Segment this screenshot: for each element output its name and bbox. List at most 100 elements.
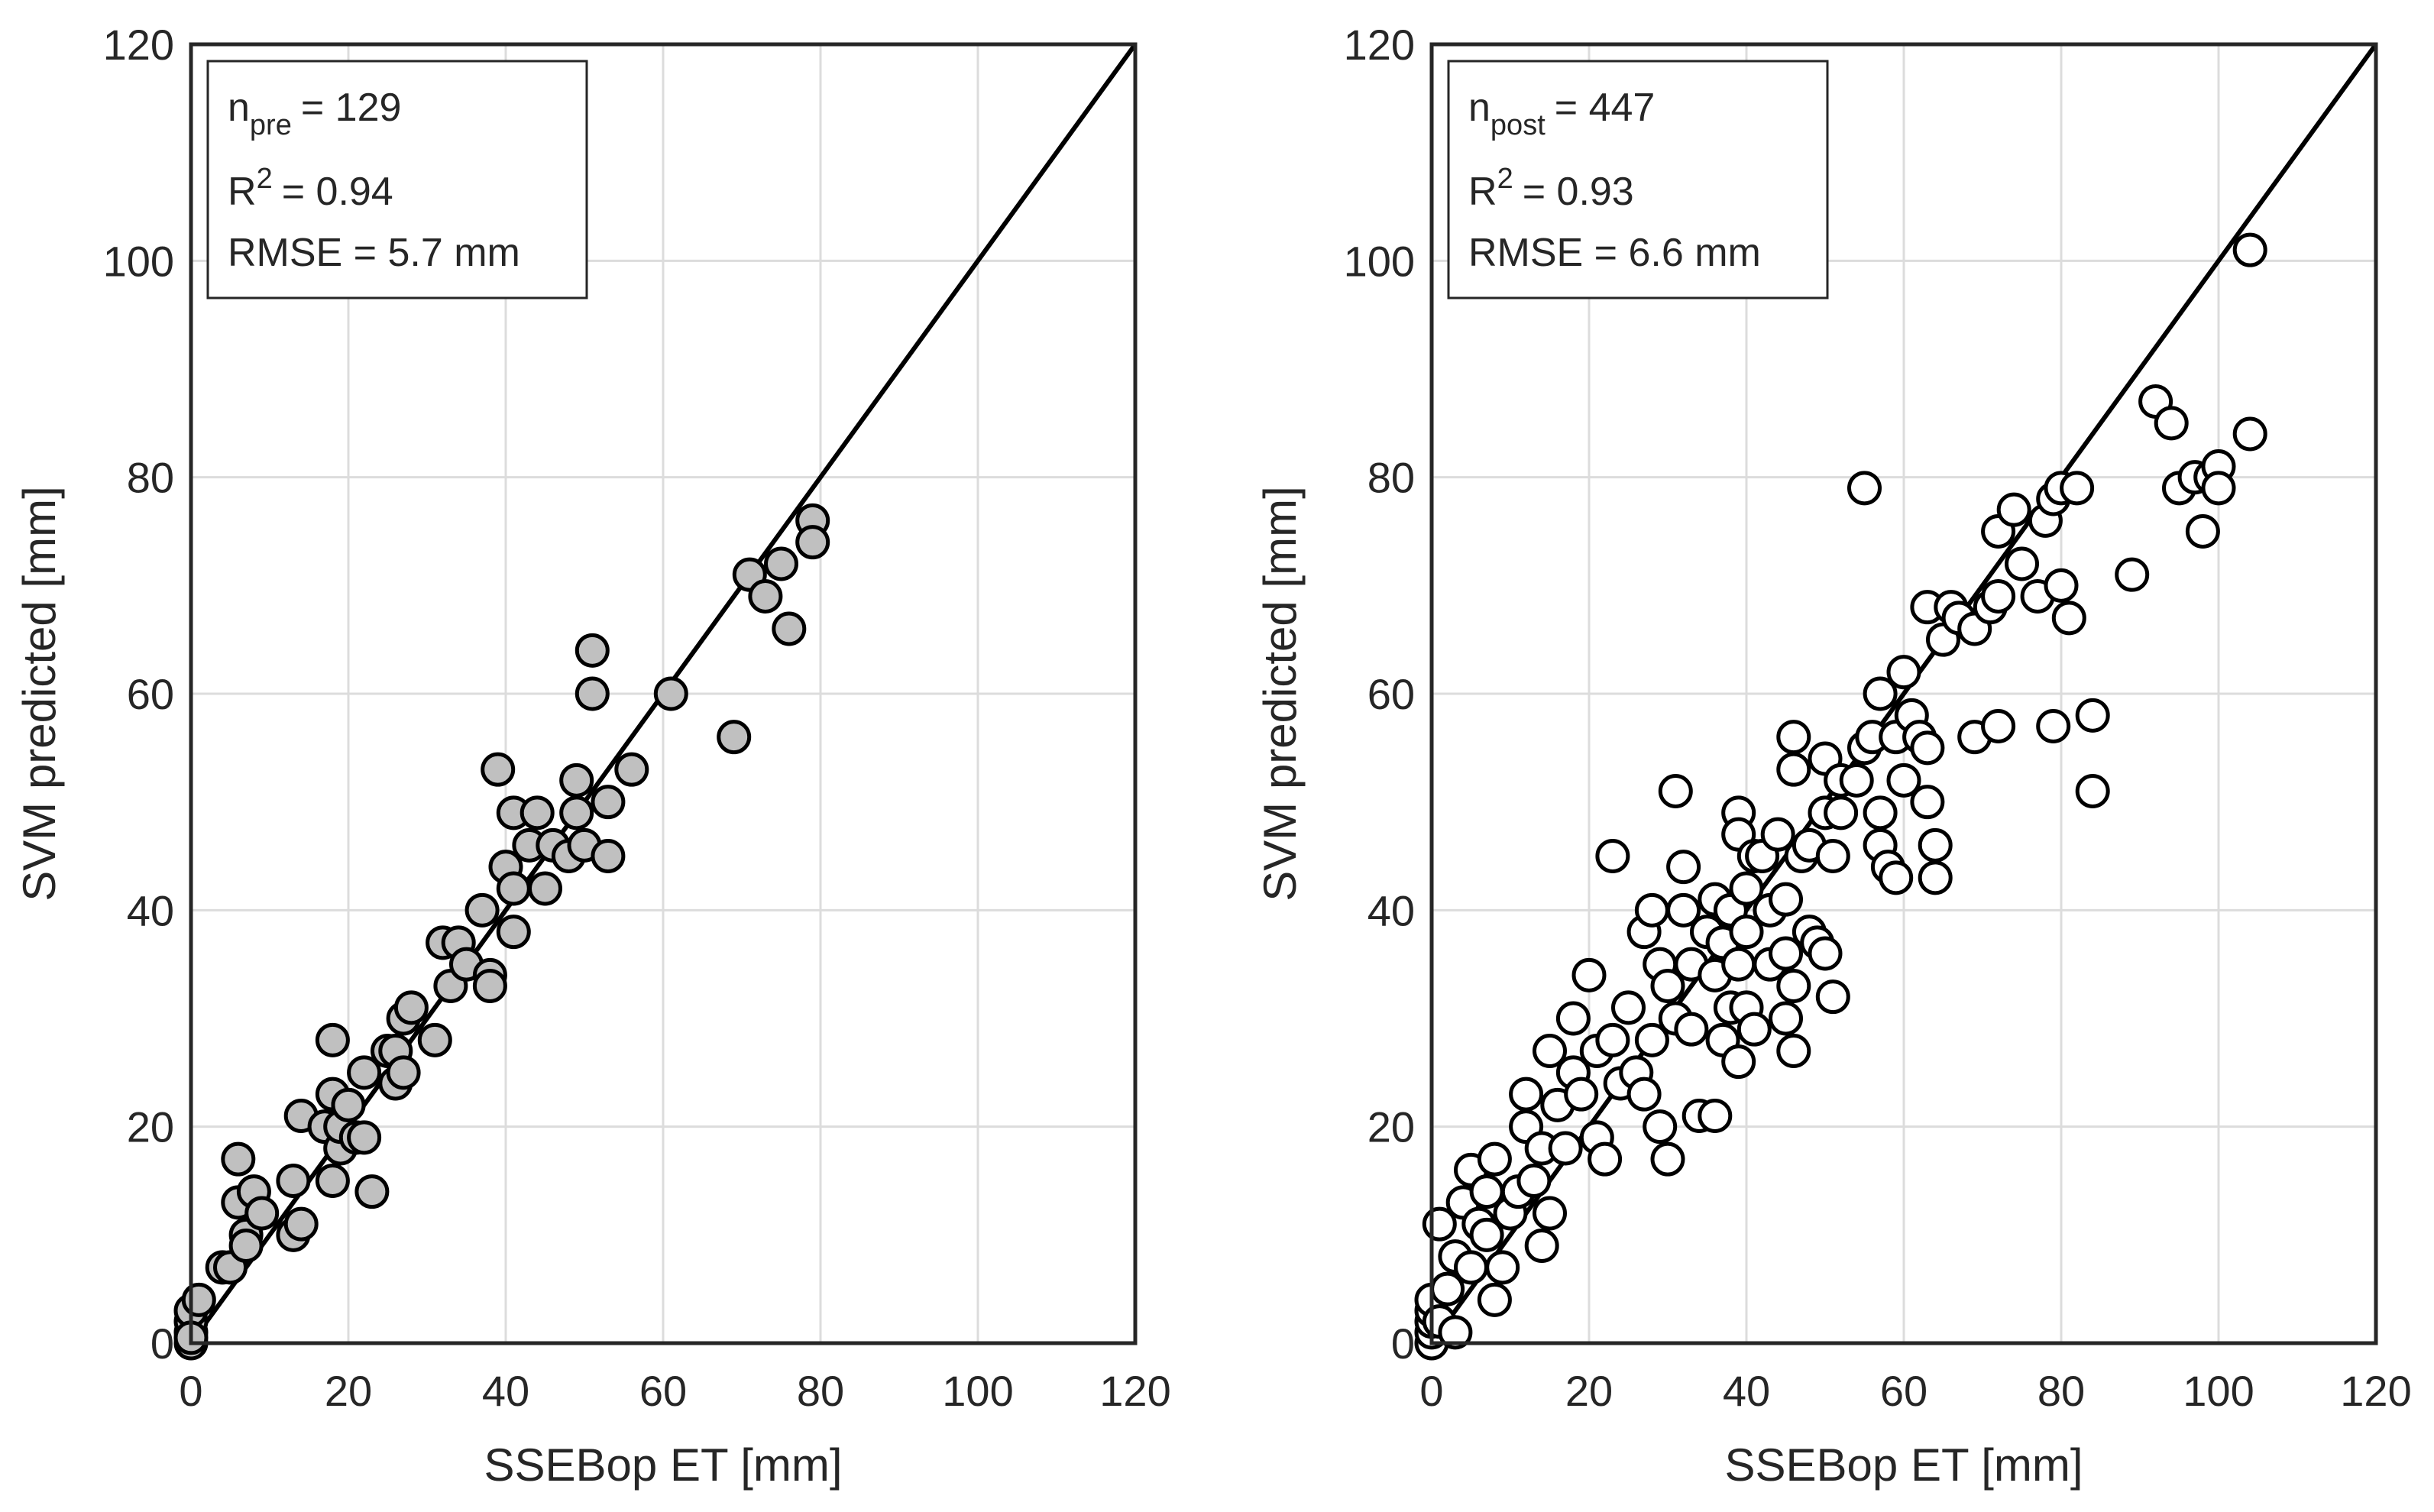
data-point xyxy=(1524,1229,1559,1263)
data-point xyxy=(2075,774,2110,808)
data-point xyxy=(591,785,626,820)
data-point xyxy=(1776,1034,1811,1068)
x-tick-label: 20 xyxy=(325,1367,372,1415)
data-point xyxy=(347,1120,382,1155)
data-point xyxy=(2060,471,2095,506)
data-point xyxy=(1626,1077,1662,1112)
data-point xyxy=(1847,471,1882,506)
x-axis-label: SSEBop ET [mm] xyxy=(484,1439,842,1491)
data-point xyxy=(417,1022,452,1057)
data-point xyxy=(1516,1164,1552,1198)
data-point xyxy=(1666,850,1701,885)
data-point xyxy=(575,633,610,668)
data-point xyxy=(748,579,783,614)
data-point xyxy=(1769,1001,1803,1036)
y-tick-label: 60 xyxy=(1368,670,1415,718)
data-point xyxy=(1485,1250,1520,1285)
data-point xyxy=(1729,871,1764,906)
data-point xyxy=(1776,720,1811,755)
data-point xyxy=(1555,1001,1591,1036)
data-point xyxy=(1863,676,1898,711)
x-tick-label: 0 xyxy=(1419,1367,1443,1415)
data-point xyxy=(1886,762,1921,798)
x-tick-label: 80 xyxy=(797,1367,844,1415)
stats-box-frame xyxy=(206,60,588,299)
data-point xyxy=(1769,882,1803,917)
data-point xyxy=(1729,915,1764,950)
y-tick-label: 80 xyxy=(1368,454,1415,502)
data-point xyxy=(575,676,610,711)
data-point xyxy=(481,752,516,787)
data-point xyxy=(464,892,500,928)
data-point xyxy=(1650,1141,1685,1177)
data-point xyxy=(717,720,752,755)
stats-box: npre = 129 R2 = 0.94 RMSE = 5.7 mm xyxy=(206,60,588,299)
data-point xyxy=(1769,936,1803,971)
data-point xyxy=(2036,709,2071,743)
sample-count-stat: npost = 447 xyxy=(1468,86,1655,141)
data-point xyxy=(1548,1131,1583,1166)
data-point xyxy=(2201,471,2236,506)
data-point xyxy=(795,525,830,560)
data-point xyxy=(559,762,594,798)
x-tick-label: 60 xyxy=(1880,1367,1927,1415)
data-points xyxy=(1414,232,2267,1361)
data-point xyxy=(181,1282,216,1317)
x-tick-label: 40 xyxy=(482,1367,529,1415)
y-tick-labels: 0 20 40 60 80 100 120 xyxy=(1344,21,1415,1368)
data-point xyxy=(276,1164,311,1198)
data-point xyxy=(1760,817,1795,852)
data-point xyxy=(1454,1250,1488,1285)
data-point xyxy=(221,1141,256,1177)
y-tick-label: 20 xyxy=(1368,1103,1415,1151)
data-point xyxy=(1879,860,1914,895)
data-point xyxy=(244,1196,280,1231)
data-point xyxy=(772,611,807,646)
data-point xyxy=(386,1055,421,1090)
data-point xyxy=(1564,1077,1599,1112)
data-point xyxy=(614,752,649,787)
data-point xyxy=(1698,1099,1733,1133)
data-point xyxy=(283,1206,319,1242)
data-point xyxy=(519,795,555,830)
data-point xyxy=(1721,947,1756,982)
x-tick-label: 120 xyxy=(1099,1367,1170,1415)
data-point xyxy=(1643,1109,1678,1145)
data-point xyxy=(1533,1196,1567,1231)
stats-box-frame xyxy=(1447,60,1829,299)
x-tick-labels: 0 20 40 60 80 100 120 xyxy=(1419,1367,2411,1415)
data-point xyxy=(1611,990,1646,1025)
data-point xyxy=(1509,1077,1544,1112)
data-point xyxy=(1808,936,1843,971)
y-tick-label: 60 xyxy=(127,670,174,718)
data-point xyxy=(2044,568,2079,603)
y-axis-label: SVM predicted [mm] xyxy=(1254,486,1306,902)
data-point xyxy=(1477,1141,1512,1177)
rmse-stat: RMSE = 5.7 mm xyxy=(228,231,520,275)
data-point xyxy=(228,1229,264,1263)
data-point xyxy=(2005,546,2039,581)
data-point xyxy=(2075,698,2110,733)
y-tick-label: 100 xyxy=(1344,237,1415,285)
data-point xyxy=(1886,655,1921,690)
y-tick-label: 120 xyxy=(1344,21,1415,69)
data-point xyxy=(1666,892,1701,928)
data-point xyxy=(1981,709,2016,743)
data-point xyxy=(1776,969,1811,1003)
data-point xyxy=(1533,1034,1567,1068)
data-point xyxy=(528,871,562,906)
data-point xyxy=(2232,232,2267,267)
data-point xyxy=(1776,752,1811,787)
data-point xyxy=(1588,1141,1623,1177)
x-tick-label: 0 xyxy=(179,1367,202,1415)
x-tick-labels: 0 20 40 60 80 100 120 xyxy=(179,1367,1170,1415)
data-point xyxy=(1996,492,2031,527)
data-point xyxy=(1824,795,1859,830)
y-tick-label: 0 xyxy=(151,1319,174,1368)
x-tick-label: 40 xyxy=(1723,1367,1770,1415)
data-point xyxy=(1438,1315,1473,1350)
data-point xyxy=(1736,1012,1772,1047)
data-point xyxy=(1595,1022,1630,1057)
data-point xyxy=(591,839,626,873)
